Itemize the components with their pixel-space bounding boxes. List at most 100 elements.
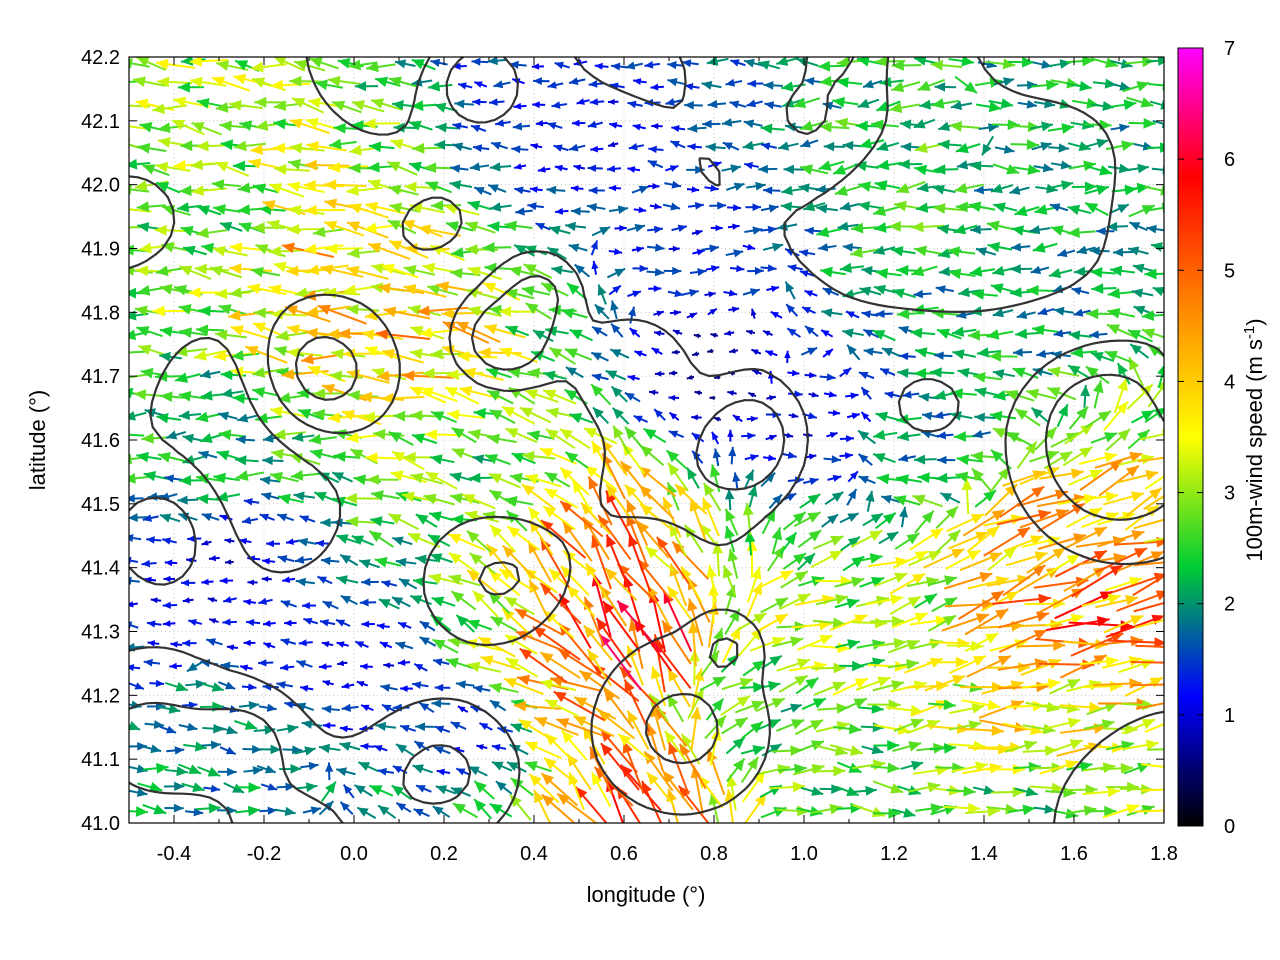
wind-arrow-head <box>808 530 822 542</box>
wind-arrow-head <box>971 640 984 652</box>
wind-arrow-head <box>525 473 539 485</box>
wind-arrow-head <box>896 183 910 194</box>
wind-arrow-shaft <box>129 373 149 379</box>
wind-arrow-head <box>944 597 958 609</box>
wind-arrow-head <box>308 761 319 771</box>
wind-arrow-head <box>917 182 929 193</box>
wind-arrow-head <box>1045 567 1059 579</box>
wind-arrow-head <box>749 454 759 462</box>
wind-arrow-head <box>935 615 949 627</box>
wind-arrow-head <box>364 346 378 357</box>
wind-arrow-head <box>645 546 659 559</box>
wind-arrow-head <box>942 615 957 627</box>
wind-arrow-head <box>617 600 630 614</box>
wind-arrow-head <box>208 803 221 814</box>
wind-arrow-head <box>947 246 960 258</box>
wind-arrow-head <box>681 59 692 68</box>
wind-arrow-head <box>988 123 999 133</box>
wind-arrow-head <box>318 472 331 482</box>
wind-arrow-head <box>524 389 539 400</box>
wind-arrow-head <box>232 783 245 793</box>
wind-arrow-head <box>1003 77 1015 87</box>
wind-arrow-head <box>348 162 361 174</box>
wind-arrow-head <box>1079 80 1092 92</box>
wind-arrow-head <box>196 493 209 505</box>
wind-arrow-head <box>541 283 555 294</box>
wind-arrow-head <box>792 781 805 793</box>
wind-arrow-head <box>155 679 165 688</box>
wind-arrow-head <box>260 475 271 485</box>
x-tick-label: 0.2 <box>430 843 458 865</box>
wind-arrow-head <box>502 608 515 621</box>
wind-arrow-head <box>808 453 817 460</box>
wind-arrow-head <box>287 347 300 359</box>
wind-arrow-head <box>134 305 148 317</box>
wind-arrow-head <box>933 164 946 175</box>
wind-arrow-head <box>489 570 502 583</box>
wind-arrow-head <box>1157 57 1164 66</box>
wind-arrow-head <box>791 412 799 419</box>
wind-arrow-head <box>1032 324 1045 336</box>
wind-arrow-head <box>511 453 525 464</box>
wind-arrow-head <box>182 639 191 647</box>
wind-arrow-head <box>1031 486 1045 498</box>
wind-arrow-head <box>238 222 252 233</box>
wind-arrow-head <box>362 411 376 423</box>
wind-arrow-head <box>521 285 535 297</box>
wind-arrow-head <box>322 680 331 687</box>
wind-arrow-head <box>523 264 537 275</box>
wind-arrow-head <box>831 784 843 794</box>
wind-arrow-head <box>550 675 564 687</box>
wind-arrow-head <box>487 390 501 401</box>
contour-line <box>129 57 1164 823</box>
wind-arrow-head <box>325 243 338 255</box>
wind-arrow-head <box>1034 551 1048 562</box>
wind-arrow-head <box>783 164 794 175</box>
wind-arrow-head <box>1096 226 1106 236</box>
wind-arrow-head <box>747 485 758 497</box>
wind-arrow-head <box>422 367 435 379</box>
wind-arrow-head <box>228 310 241 321</box>
wind-arrow-head <box>480 655 494 666</box>
wind-arrow-head <box>169 662 177 670</box>
wind-arrow-head <box>811 786 824 796</box>
wind-arrow-head <box>664 730 677 744</box>
wind-arrow-head <box>729 348 736 354</box>
wind-arrow-head <box>707 348 713 354</box>
wind-arrow-head <box>654 203 662 210</box>
wind-arrow-head <box>955 656 968 668</box>
wind-arrow-head <box>522 450 535 462</box>
wind-arrow-head <box>888 807 901 819</box>
wind-arrow-head <box>872 330 886 340</box>
wind-arrow-head <box>807 347 818 356</box>
wind-arrow-head <box>888 220 901 232</box>
wind-arrow-head <box>592 665 606 677</box>
wind-arrow-head <box>393 410 406 422</box>
wind-arrow-head <box>525 303 539 314</box>
wind-arrow-head <box>177 81 190 93</box>
wind-arrow-head <box>979 572 993 583</box>
wind-arrow-head <box>163 575 171 583</box>
wind-arrow-head <box>930 528 944 540</box>
wind-arrow-head <box>540 448 554 459</box>
wind-arrow-head <box>472 590 486 604</box>
wind-arrow-head <box>467 619 481 630</box>
wind-arrow-head <box>863 347 874 357</box>
wind-arrow-head <box>505 428 519 439</box>
wind-arrow-head <box>930 803 944 814</box>
wind-arrow-head <box>1110 680 1123 692</box>
wind-arrow-head <box>560 467 573 480</box>
wind-arrow-head <box>1040 141 1052 151</box>
wind-arrow-head <box>1107 786 1120 798</box>
wind-arrow-head <box>223 596 232 604</box>
wind-arrow-head <box>258 659 267 667</box>
wind-arrow-head <box>159 351 171 362</box>
wind-arrow-head <box>955 471 969 483</box>
wind-arrow-head <box>230 325 244 336</box>
wind-arrow-head <box>499 306 512 317</box>
wind-arrow-head <box>599 226 611 236</box>
wind-arrow-head <box>527 430 541 441</box>
wind-arrow-head <box>702 497 713 511</box>
wind-arrow-head <box>847 513 859 522</box>
wind-arrow-head <box>328 162 341 173</box>
